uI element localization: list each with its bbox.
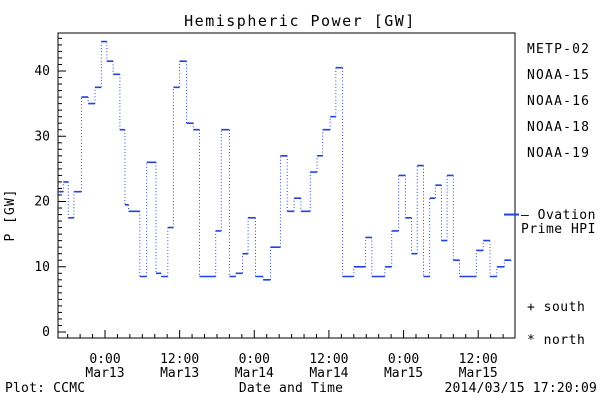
y-tick-label: 0 xyxy=(42,325,50,340)
x-tick-label-date: Mar14 xyxy=(235,366,274,381)
x-tick-label-date: Mar14 xyxy=(309,366,348,381)
x-axis-title: Date and Time xyxy=(239,381,343,396)
hpi-step-curve xyxy=(58,40,512,281)
plot-frame xyxy=(57,32,516,339)
y-tick-label: 40 xyxy=(34,64,50,79)
x-tick-label-date: Mar15 xyxy=(384,366,423,381)
ovation-label-line1: – Ovation xyxy=(521,208,596,223)
x-tick-label-time: 12:00 xyxy=(309,352,348,367)
south-marker-label: + south xyxy=(527,300,585,315)
hpi-step-curve-vertical-connectors xyxy=(62,41,505,280)
y-tick-label: 20 xyxy=(34,195,50,210)
x-tick-label-time: 0:00 xyxy=(239,352,270,367)
y-tick-label: 30 xyxy=(34,129,50,144)
footer-timestamp: 2014/03/15 17:20:09 xyxy=(444,381,597,396)
footer-plot-source: Plot: CCMC xyxy=(5,381,85,396)
x-tick-label-time: 0:00 xyxy=(89,352,120,367)
legend-item-noaa-15: NOAA-15 xyxy=(527,68,590,83)
y-tick-label: 10 xyxy=(34,260,50,275)
x-tick-label-time: 12:00 xyxy=(160,352,199,367)
x-tick-label-time: 12:00 xyxy=(459,352,498,367)
x-tick-label-date: Mar15 xyxy=(459,366,498,381)
x-tick-label-time: 0:00 xyxy=(388,352,419,367)
legend-item-noaa-18: NOAA-18 xyxy=(527,120,590,135)
legend-item-noaa-16: NOAA-16 xyxy=(527,94,590,109)
north-marker-label: * north xyxy=(527,333,585,348)
y-axis-tick-labels: 0 10 20 30 40 xyxy=(34,64,50,340)
y-axis-label: P [GW] xyxy=(3,189,18,242)
legend-item-noaa-19: NOAA-19 xyxy=(527,146,590,161)
ovation-annotation: – Ovation Prime HPI xyxy=(521,208,596,237)
ovation-label-line2: Prime HPI xyxy=(521,222,596,237)
satellite-legend: METP-02 NOAA-15 NOAA-16 NOAA-18 NOAA-19 xyxy=(527,42,590,161)
y-axis-ticks xyxy=(58,37,66,333)
x-tick-label-date: Mar13 xyxy=(160,366,199,381)
legend-item-metp-02: METP-02 xyxy=(527,42,590,57)
x-axis-tick-labels: 0:00Mar1312:00Mar130:00Mar1412:00Mar140:… xyxy=(85,352,497,381)
x-axis-ticks xyxy=(67,330,504,338)
x-tick-label-date: Mar13 xyxy=(85,366,124,381)
chart-title: Hemispheric Power [GW] xyxy=(184,12,416,30)
footer: Plot: CCMC Date and Time 2014/03/15 17:2… xyxy=(5,381,597,396)
